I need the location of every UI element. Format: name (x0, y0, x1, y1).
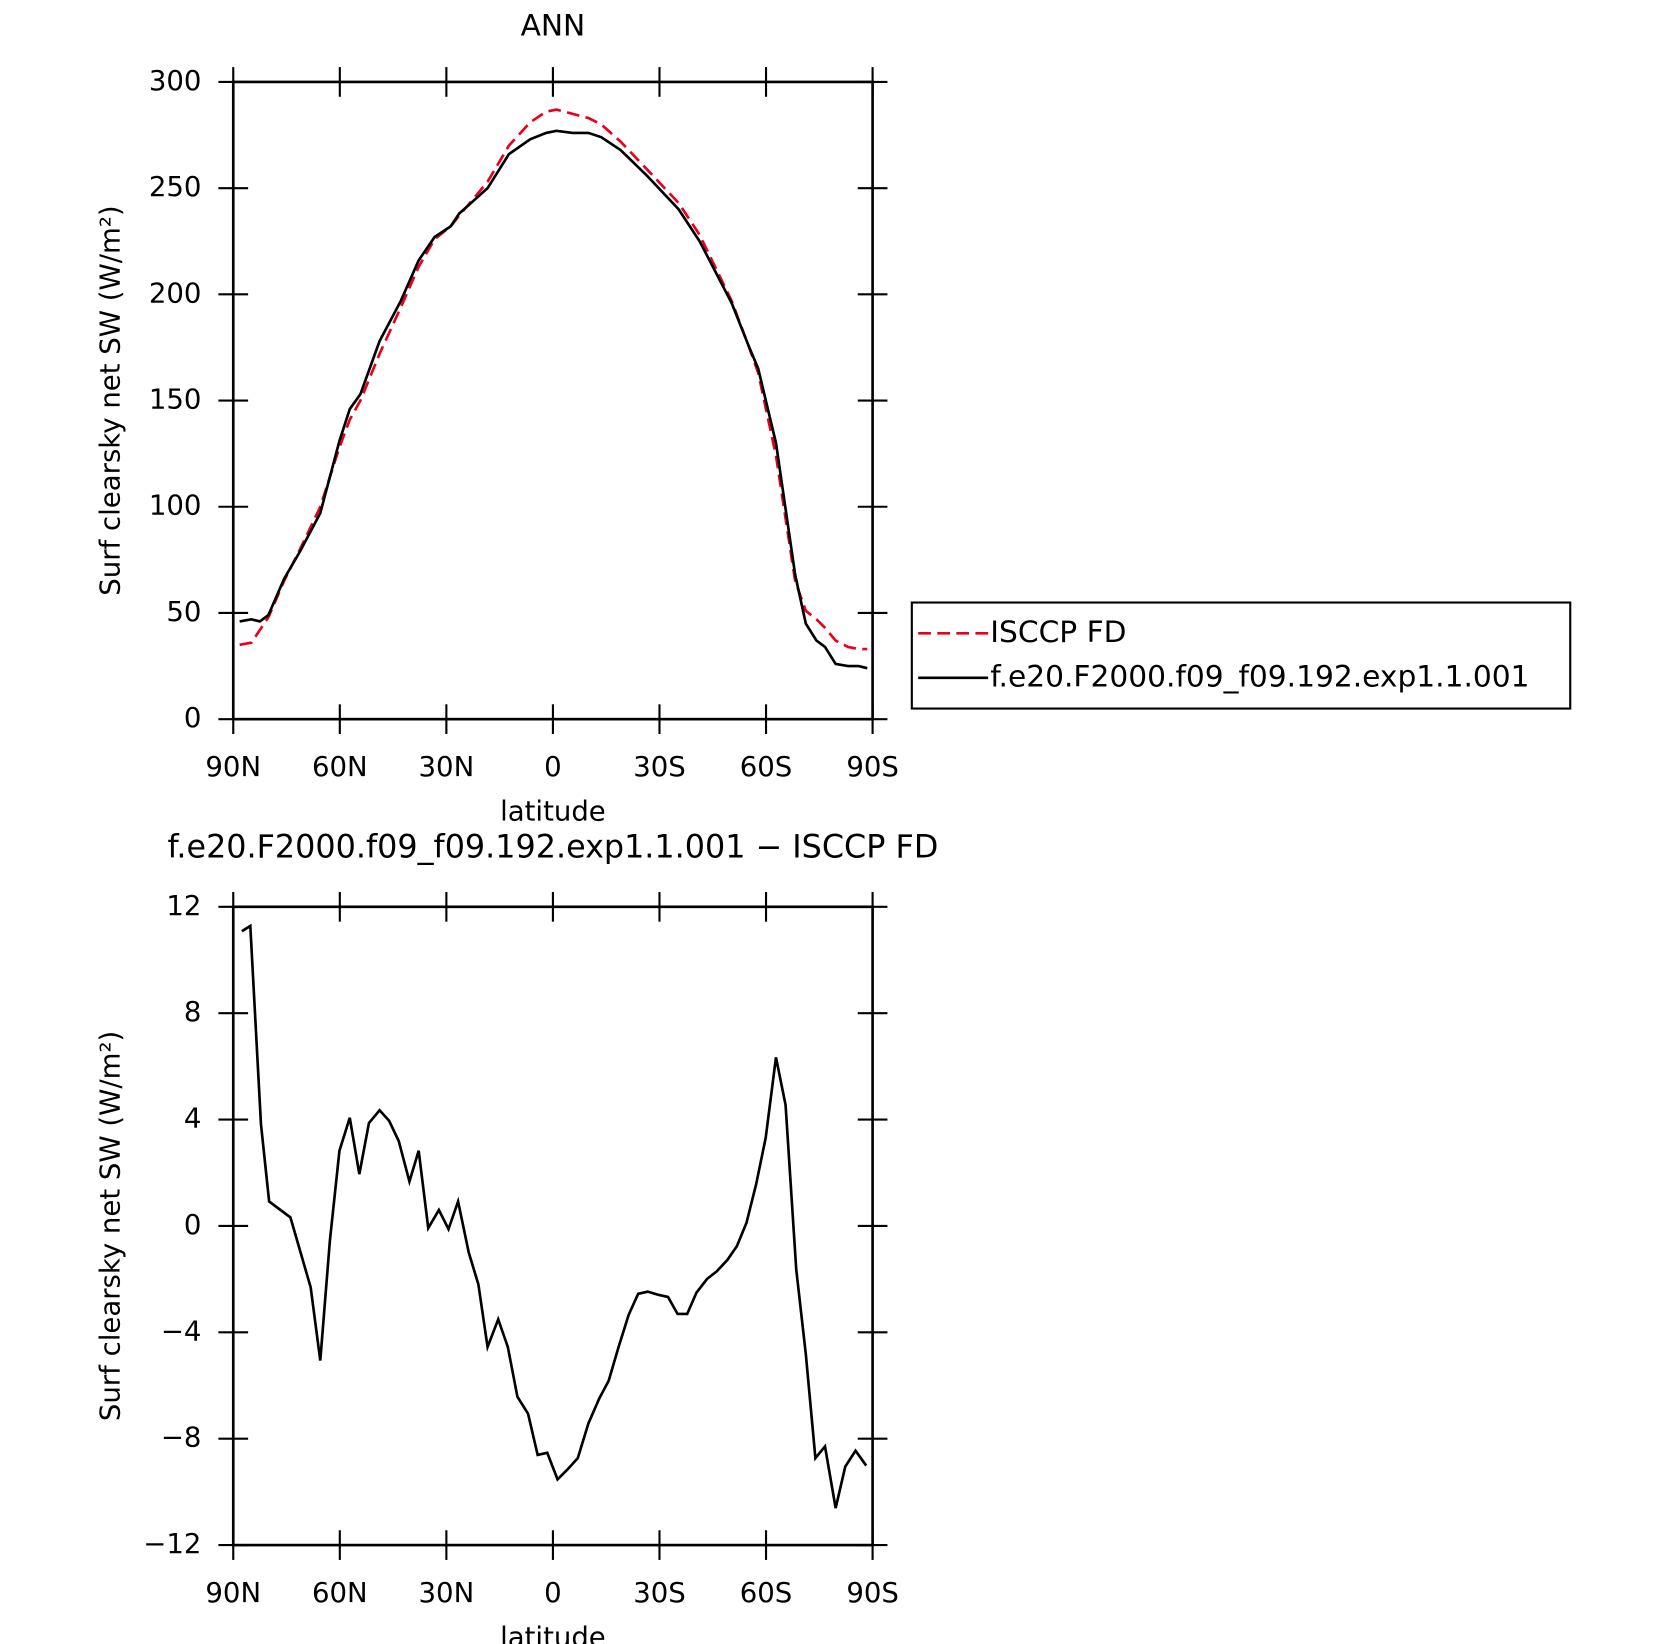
y-tick-label: 0 (184, 702, 202, 734)
x-axis-label: latitude (500, 795, 606, 827)
legend-box (910, 601, 1572, 710)
x-tick-label: 30S (633, 1577, 686, 1609)
y-tick-label: 300 (149, 65, 202, 97)
y-tick-label: 50 (166, 596, 201, 628)
x-tick-label: 30S (633, 751, 686, 783)
legend-label: ISCCP FD (990, 614, 1126, 649)
y-tick-label: 4 (184, 1103, 202, 1135)
y-axis-label: Surf clearsky net SW (W/m²) (94, 1031, 126, 1421)
x-tick-label: 60N (312, 751, 368, 783)
y-tick-label: 100 (149, 490, 202, 522)
y-tick-label: −4 (161, 1315, 202, 1347)
chart-title: ANN (521, 7, 586, 42)
y-tick-label: 0 (184, 1209, 202, 1241)
x-tick-label: 90S (846, 1577, 899, 1609)
x-tick-label: 90N (205, 751, 261, 783)
x-tick-label: 90S (846, 751, 899, 783)
x-axis-label: latitude (500, 1621, 606, 1644)
line-series (241, 923, 868, 1509)
x-tick-label: 0 (544, 1577, 562, 1609)
y-tick-label: 8 (184, 996, 202, 1028)
line-series (239, 129, 868, 670)
x-tick-label: 0 (544, 751, 562, 783)
y-tick-label: 12 (166, 890, 201, 922)
plot-frame (231, 905, 874, 1547)
x-tick-label: 60N (312, 1577, 368, 1609)
x-tick-label: 60S (740, 1577, 793, 1609)
y-axis-label: Surf clearsky net SW (W/m²) (94, 205, 126, 595)
x-tick-label: 30N (419, 751, 475, 783)
chart-title: f.e20.F2000.f09_f09.192.exp1.1.001 − ISC… (168, 829, 939, 866)
y-tick-label: −12 (143, 1528, 201, 1560)
y-tick-label: 250 (149, 171, 202, 203)
legend-label: f.e20.F2000.f09_f09.192.exp1.1.001 (990, 658, 1529, 693)
x-tick-label: 30N (419, 1577, 475, 1609)
y-tick-label: 150 (149, 384, 202, 416)
line-series (239, 108, 868, 651)
y-tick-label: −8 (161, 1422, 202, 1454)
x-tick-label: 60S (740, 751, 793, 783)
y-tick-label: 200 (149, 277, 202, 309)
x-tick-label: 90N (205, 1577, 261, 1609)
plot-frame (231, 80, 874, 721)
